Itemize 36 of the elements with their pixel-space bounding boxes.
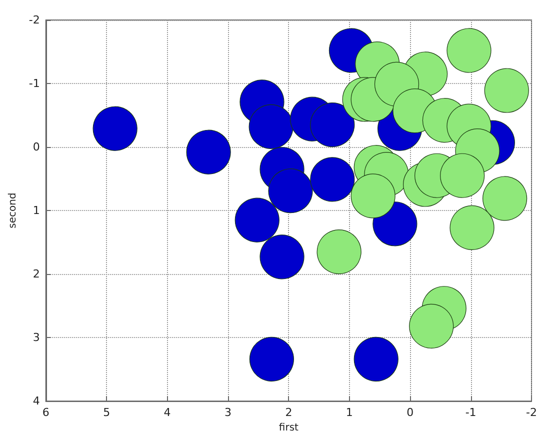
point [234, 198, 280, 242]
x-tick-label: -2 [526, 406, 537, 420]
point [450, 205, 494, 250]
x-tick-label: 2 [285, 406, 292, 420]
y-tick-label: -2 [28, 14, 40, 26]
x-tick-label: 6 [42, 406, 50, 420]
point [260, 234, 304, 280]
y-tick-label: 3 [32, 331, 40, 344]
x-axis-title: first [278, 422, 299, 434]
point [440, 153, 485, 198]
point [92, 106, 138, 151]
x-tick-label: 3 [224, 406, 232, 420]
x-tick-label: -1 [465, 406, 476, 420]
point [316, 230, 362, 274]
x-tick-label: 0 [406, 406, 414, 420]
point [482, 176, 528, 221]
point [268, 168, 313, 214]
y-tick-label: 1 [32, 204, 40, 218]
point [354, 336, 398, 382]
x-tick-label: 5 [103, 406, 110, 420]
point [350, 174, 396, 218]
y-tick-label: 4 [32, 394, 40, 408]
point [249, 336, 294, 382]
y-tick-label: -1 [28, 77, 40, 90]
y-axis-title: second [8, 192, 18, 228]
y-tick-label: 2 [32, 268, 40, 281]
x-tick-label: 1 [346, 406, 353, 420]
point [484, 68, 529, 113]
point [310, 157, 355, 202]
point [310, 102, 355, 148]
y-tick-label: 0 [32, 140, 40, 154]
point [446, 28, 492, 73]
point [186, 130, 231, 174]
x-tick-label: 4 [164, 406, 171, 420]
point [409, 304, 454, 348]
point [248, 104, 294, 149]
